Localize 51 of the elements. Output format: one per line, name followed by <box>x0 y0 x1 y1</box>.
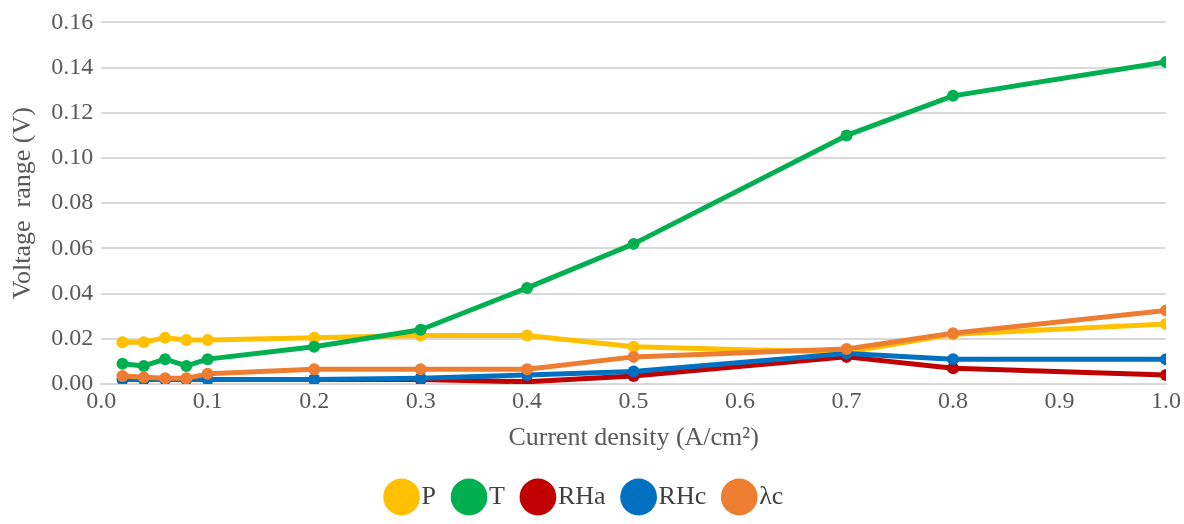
y-tick-label: 0.02 <box>51 324 94 351</box>
x-tick-label: 0.1 <box>192 386 223 413</box>
point <box>116 336 129 349</box>
point <box>137 336 150 349</box>
point <box>521 281 534 294</box>
point <box>947 89 960 102</box>
y-tick-label: 0.10 <box>51 143 94 170</box>
y-axis-title: Voltage range (V) <box>7 107 37 300</box>
point <box>521 363 534 376</box>
point <box>180 359 193 372</box>
point <box>201 353 214 366</box>
legend-label: T <box>489 480 506 510</box>
point <box>627 237 640 250</box>
y-tick-label: 0.16 <box>51 7 94 34</box>
point <box>840 129 853 142</box>
y-tick-label: 0.06 <box>51 233 94 260</box>
y-tick-label: 0.08 <box>51 188 94 215</box>
x-tick-label: 0.2 <box>299 386 330 413</box>
legend-label: RHc <box>658 480 707 510</box>
point <box>521 329 534 342</box>
point <box>947 353 960 366</box>
x-axis-title: Current density (A/cm²) <box>508 422 759 452</box>
legend-label: RHa <box>557 480 607 510</box>
point <box>201 367 214 380</box>
y-tick-label: 0.14 <box>51 52 94 79</box>
point <box>159 331 172 344</box>
y-tick-label: 0.12 <box>51 98 94 125</box>
x-tick-label: 0.9 <box>1044 386 1075 413</box>
x-tick-label: 0.5 <box>618 386 649 413</box>
x-tick-label: 0.7 <box>831 386 862 413</box>
point <box>627 365 640 378</box>
x-tick-label: 0.8 <box>938 386 969 413</box>
point <box>116 357 129 370</box>
x-tick-label: 1.0 <box>1151 386 1181 413</box>
point <box>414 363 427 376</box>
point <box>137 359 150 372</box>
x-tick-label: 0.6 <box>725 386 756 413</box>
x-tick-label: 0.4 <box>512 386 543 413</box>
point <box>180 333 193 346</box>
point <box>627 350 640 363</box>
point <box>308 363 321 376</box>
point <box>840 342 853 355</box>
point <box>627 340 640 353</box>
point <box>159 353 172 366</box>
x-tick-label: 0.3 <box>405 386 436 413</box>
point <box>201 333 214 346</box>
point <box>414 323 427 336</box>
point <box>308 340 321 353</box>
legend-label: P <box>421 480 437 510</box>
legend-label: λc <box>759 480 784 510</box>
y-tick-label: 0.04 <box>51 278 94 305</box>
